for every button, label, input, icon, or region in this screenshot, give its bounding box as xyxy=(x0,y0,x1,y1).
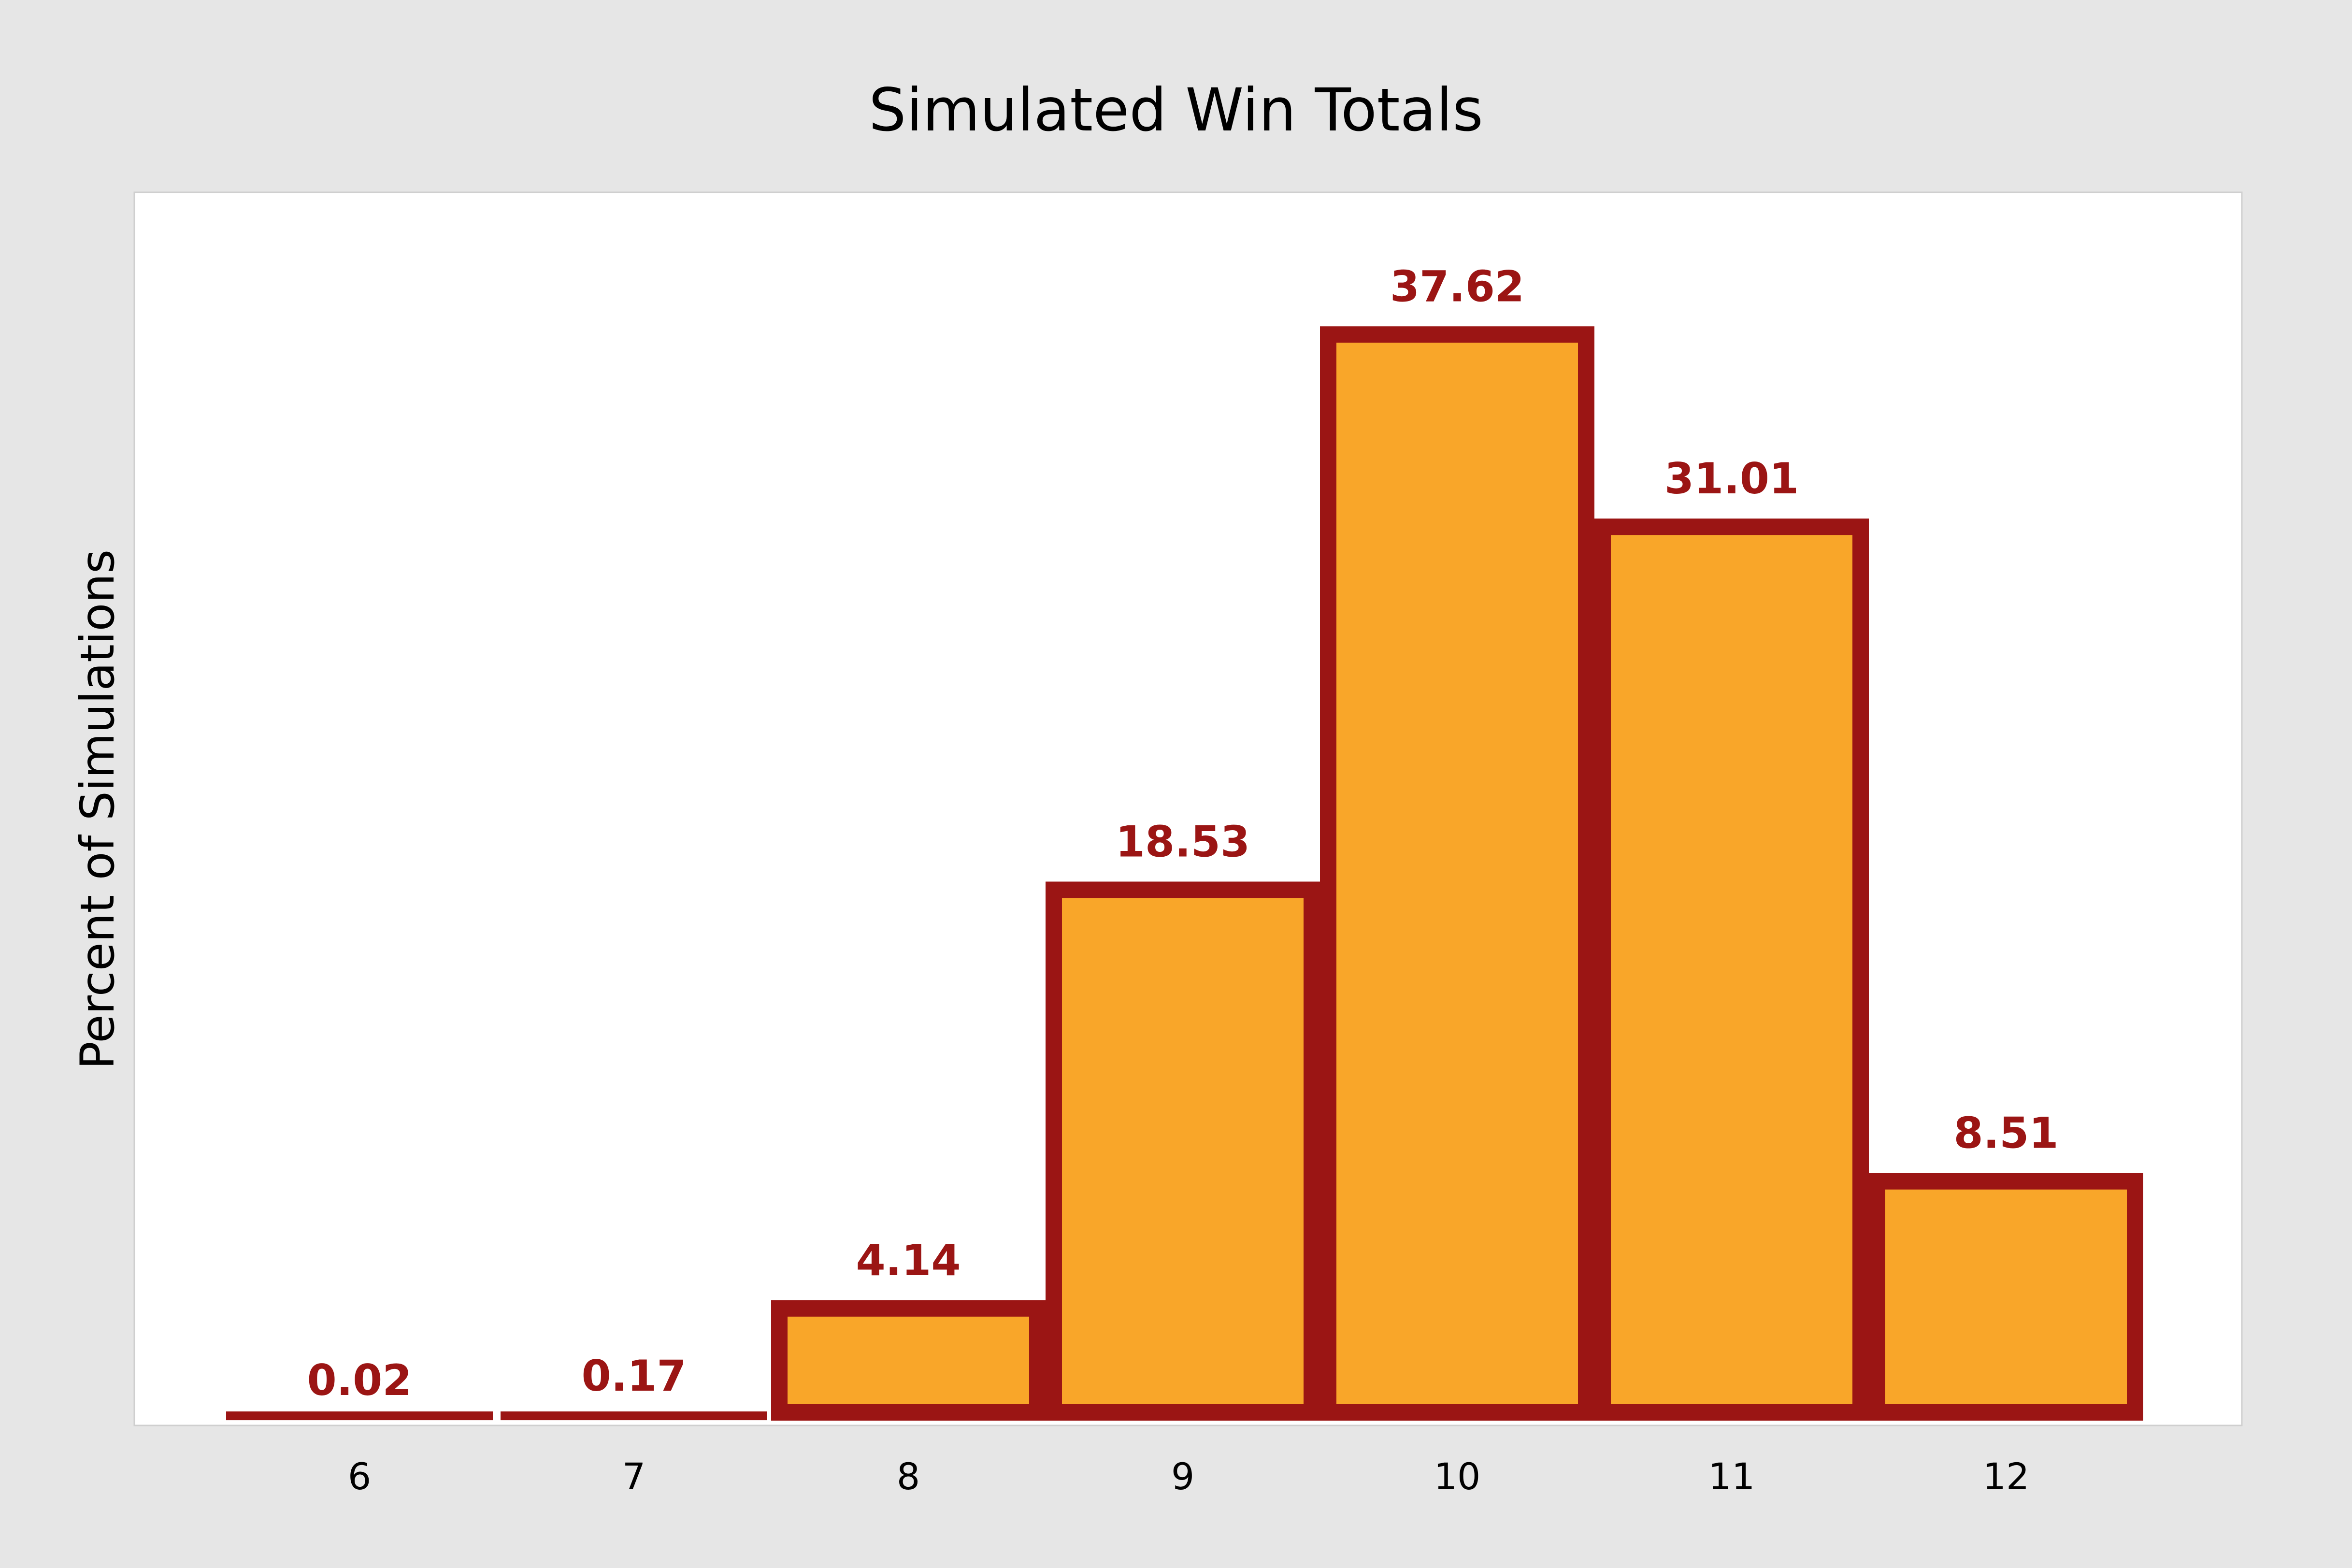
x-tick-label-6: 6 xyxy=(348,1455,371,1498)
x-axis-ticks: 6 7 8 9 10 11 12 xyxy=(348,1455,2030,1498)
bar-9 xyxy=(1046,881,1320,1421)
bar-11 xyxy=(1594,518,1869,1421)
data-label-9: 18.53 xyxy=(1116,817,1250,866)
bars-layer xyxy=(226,326,2143,1421)
data-label-10: 37.62 xyxy=(1390,261,1524,311)
x-tick-label-11: 11 xyxy=(1708,1455,1755,1498)
bar-10 xyxy=(1320,326,1594,1421)
data-label-11: 31.01 xyxy=(1664,454,1799,503)
x-tick-label-9: 9 xyxy=(1171,1455,1194,1498)
data-labels-layer: 0.02 0.17 4.14 18.53 37.62 31.01 8.51 xyxy=(307,261,2058,1405)
x-tick-label-10: 10 xyxy=(1434,1455,1481,1498)
data-label-7: 0.17 xyxy=(581,1351,686,1401)
bar-8 xyxy=(771,1300,1046,1421)
x-tick-label-7: 7 xyxy=(622,1455,645,1498)
y-axis-label: Percent of Simulations xyxy=(71,549,125,1069)
data-label-12: 8.51 xyxy=(1953,1108,2058,1158)
x-tick-label-8: 8 xyxy=(897,1455,920,1498)
data-label-6: 0.02 xyxy=(307,1355,412,1405)
data-label-8: 4.14 xyxy=(856,1236,961,1285)
x-tick-label-12: 12 xyxy=(1983,1455,2030,1498)
chart-title: Simulated Win Totals xyxy=(869,76,1483,144)
bar-12 xyxy=(1869,1173,2143,1421)
